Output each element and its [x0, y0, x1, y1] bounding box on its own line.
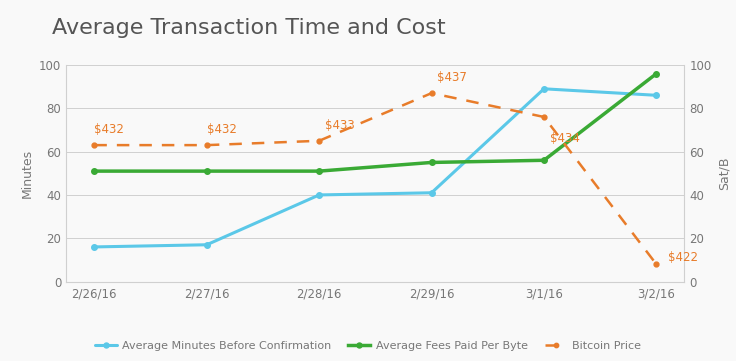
Legend: Average Minutes Before Confirmation, Average Fees Paid Per Byte, Bitcoin Price: Average Minutes Before Confirmation, Ave…	[90, 336, 646, 356]
Text: $437: $437	[437, 71, 467, 84]
Text: $432: $432	[207, 123, 237, 136]
Y-axis label: Minutes: Minutes	[21, 149, 34, 198]
Text: $432: $432	[94, 123, 124, 136]
Text: $433: $433	[325, 119, 355, 132]
Text: $434: $434	[550, 132, 579, 145]
Text: $422: $422	[668, 251, 698, 264]
Text: Average Transaction Time and Cost: Average Transaction Time and Cost	[52, 18, 445, 38]
Y-axis label: Sat/B: Sat/B	[717, 157, 730, 190]
